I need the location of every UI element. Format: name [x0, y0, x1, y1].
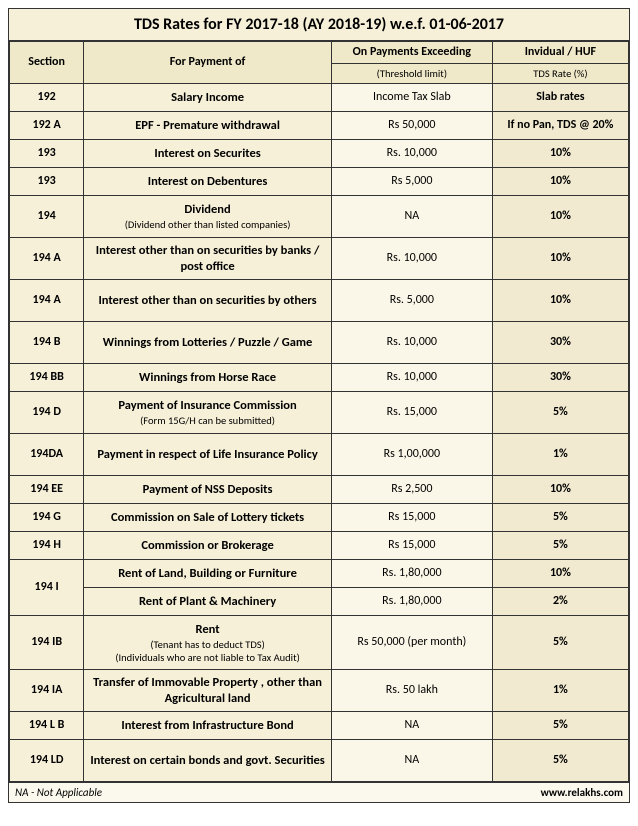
- table-header: Section For Payment of On Payments Excee…: [10, 42, 629, 84]
- cell-threshold: Rs. 1,80,000: [331, 588, 492, 616]
- cell-payment: Dividend(Dividend other than listed comp…: [84, 196, 332, 238]
- cell-payment: Rent of Plant & Machinery: [84, 588, 332, 616]
- cell-section: 194 D: [10, 392, 84, 434]
- cell-section: 194 BB: [10, 364, 84, 392]
- cell-rate: 10%: [492, 238, 628, 280]
- cell-payment: EPF - Premature withdrawal: [84, 112, 332, 140]
- cell-payment: Commission on Sale of Lottery tickets: [84, 504, 332, 532]
- table-footer: NA - Not Applicable www.relakhs.com: [9, 782, 629, 802]
- header-rate-main: Invidual / HUF: [492, 42, 628, 64]
- cell-rate: 1%: [492, 434, 628, 476]
- cell-rate: 1%: [492, 670, 628, 712]
- cell-threshold: Rs. 10,000: [331, 140, 492, 168]
- cell-section: 192: [10, 84, 84, 112]
- cell-payment: Interest other than on securities by ban…: [84, 238, 332, 280]
- cell-rate: 5%: [492, 532, 628, 560]
- cell-payment: Rent of Land, Building or Furniture: [84, 560, 332, 588]
- cell-rate: 10%: [492, 140, 628, 168]
- cell-rate: 10%: [492, 168, 628, 196]
- cell-section: 194DA: [10, 434, 84, 476]
- cell-threshold: NA: [331, 712, 492, 740]
- cell-rate: 10%: [492, 560, 628, 588]
- cell-section: 194 IB: [10, 616, 84, 670]
- cell-payment: Winnings from Horse Race: [84, 364, 332, 392]
- cell-section: 194 IA: [10, 670, 84, 712]
- cell-section: 194 A: [10, 280, 84, 322]
- cell-section: 194 G: [10, 504, 84, 532]
- cell-rate: Slab rates: [492, 84, 628, 112]
- cell-payment: Interest from Infrastructure Bond: [84, 712, 332, 740]
- cell-payment: Interest on certain bonds and govt. Secu…: [84, 740, 332, 782]
- header-threshold-sub: (Threshold limit): [331, 64, 492, 84]
- cell-rate: 2%: [492, 588, 628, 616]
- cell-section: 193: [10, 140, 84, 168]
- cell-rate: 5%: [492, 712, 628, 740]
- cell-threshold: NA: [331, 196, 492, 238]
- cell-payment: Rent(Tenant has to deduct TDS)(Individua…: [84, 616, 332, 670]
- header-payment: For Payment of: [84, 42, 332, 84]
- cell-section: 194 H: [10, 532, 84, 560]
- cell-threshold: Rs 50,000: [331, 112, 492, 140]
- cell-section: 194 B: [10, 322, 84, 364]
- cell-section: 194 L B: [10, 712, 84, 740]
- cell-threshold: Rs 2,500: [331, 476, 492, 504]
- cell-payment: Interest on Debentures: [84, 168, 332, 196]
- cell-rate: 5%: [492, 392, 628, 434]
- cell-section: 194 EE: [10, 476, 84, 504]
- header-section: Section: [10, 42, 84, 84]
- cell-threshold: Rs. 10,000: [331, 322, 492, 364]
- cell-rate: 10%: [492, 476, 628, 504]
- header-rate-sub: TDS Rate (%): [492, 64, 628, 84]
- cell-rate: 10%: [492, 196, 628, 238]
- cell-threshold: Rs 1,00,000: [331, 434, 492, 476]
- cell-rate: If no Pan, TDS @ 20%: [492, 112, 628, 140]
- cell-threshold: Rs. 10,000: [331, 238, 492, 280]
- cell-section: 194: [10, 196, 84, 238]
- cell-payment: Winnings from Lotteries / Puzzle / Game: [84, 322, 332, 364]
- cell-payment: Salary Income: [84, 84, 332, 112]
- cell-rate: 30%: [492, 322, 628, 364]
- cell-rate: 30%: [492, 364, 628, 392]
- table-body: 192Salary IncomeIncome Tax SlabSlab rate…: [10, 84, 629, 782]
- cell-threshold: Income Tax Slab: [331, 84, 492, 112]
- header-threshold-main: On Payments Exceeding: [331, 42, 492, 64]
- cell-rate: 5%: [492, 504, 628, 532]
- cell-rate: 5%: [492, 740, 628, 782]
- cell-section: 194 A: [10, 238, 84, 280]
- cell-payment: Payment of NSS Deposits: [84, 476, 332, 504]
- cell-threshold: Rs. 5,000: [331, 280, 492, 322]
- cell-rate: 5%: [492, 616, 628, 670]
- cell-threshold: Rs. 1,80,000: [331, 560, 492, 588]
- tds-table-frame: TDS Rates for FY 2017-18 (AY 2018-19) w.…: [8, 8, 630, 803]
- cell-payment: Payment in respect of Life Insurance Pol…: [84, 434, 332, 476]
- tds-table: Section For Payment of On Payments Excee…: [9, 41, 629, 782]
- cell-payment: Payment of Insurance Commission(Form 15G…: [84, 392, 332, 434]
- cell-payment: Interest on Securites: [84, 140, 332, 168]
- cell-threshold: Rs. 15,000: [331, 392, 492, 434]
- cell-rate: 10%: [492, 280, 628, 322]
- cell-payment: Commission or Brokerage: [84, 532, 332, 560]
- cell-section: 192 A: [10, 112, 84, 140]
- cell-section: 194 LD: [10, 740, 84, 782]
- cell-payment: Interest other than on securities by oth…: [84, 280, 332, 322]
- cell-threshold: Rs 5,000: [331, 168, 492, 196]
- cell-section: 194 I: [10, 560, 84, 616]
- cell-threshold: Rs 50,000 (per month): [331, 616, 492, 670]
- cell-payment: Transfer of Immovable Property , other t…: [84, 670, 332, 712]
- cell-threshold: Rs 15,000: [331, 532, 492, 560]
- cell-section: 193: [10, 168, 84, 196]
- cell-threshold: Rs. 50 lakh: [331, 670, 492, 712]
- cell-threshold: Rs 15,000: [331, 504, 492, 532]
- footer-left: NA - Not Applicable: [15, 786, 102, 799]
- footer-right: www.relakhs.com: [541, 786, 623, 799]
- table-title: TDS Rates for FY 2017-18 (AY 2018-19) w.…: [9, 9, 629, 41]
- cell-threshold: Rs. 10,000: [331, 364, 492, 392]
- cell-threshold: NA: [331, 740, 492, 782]
